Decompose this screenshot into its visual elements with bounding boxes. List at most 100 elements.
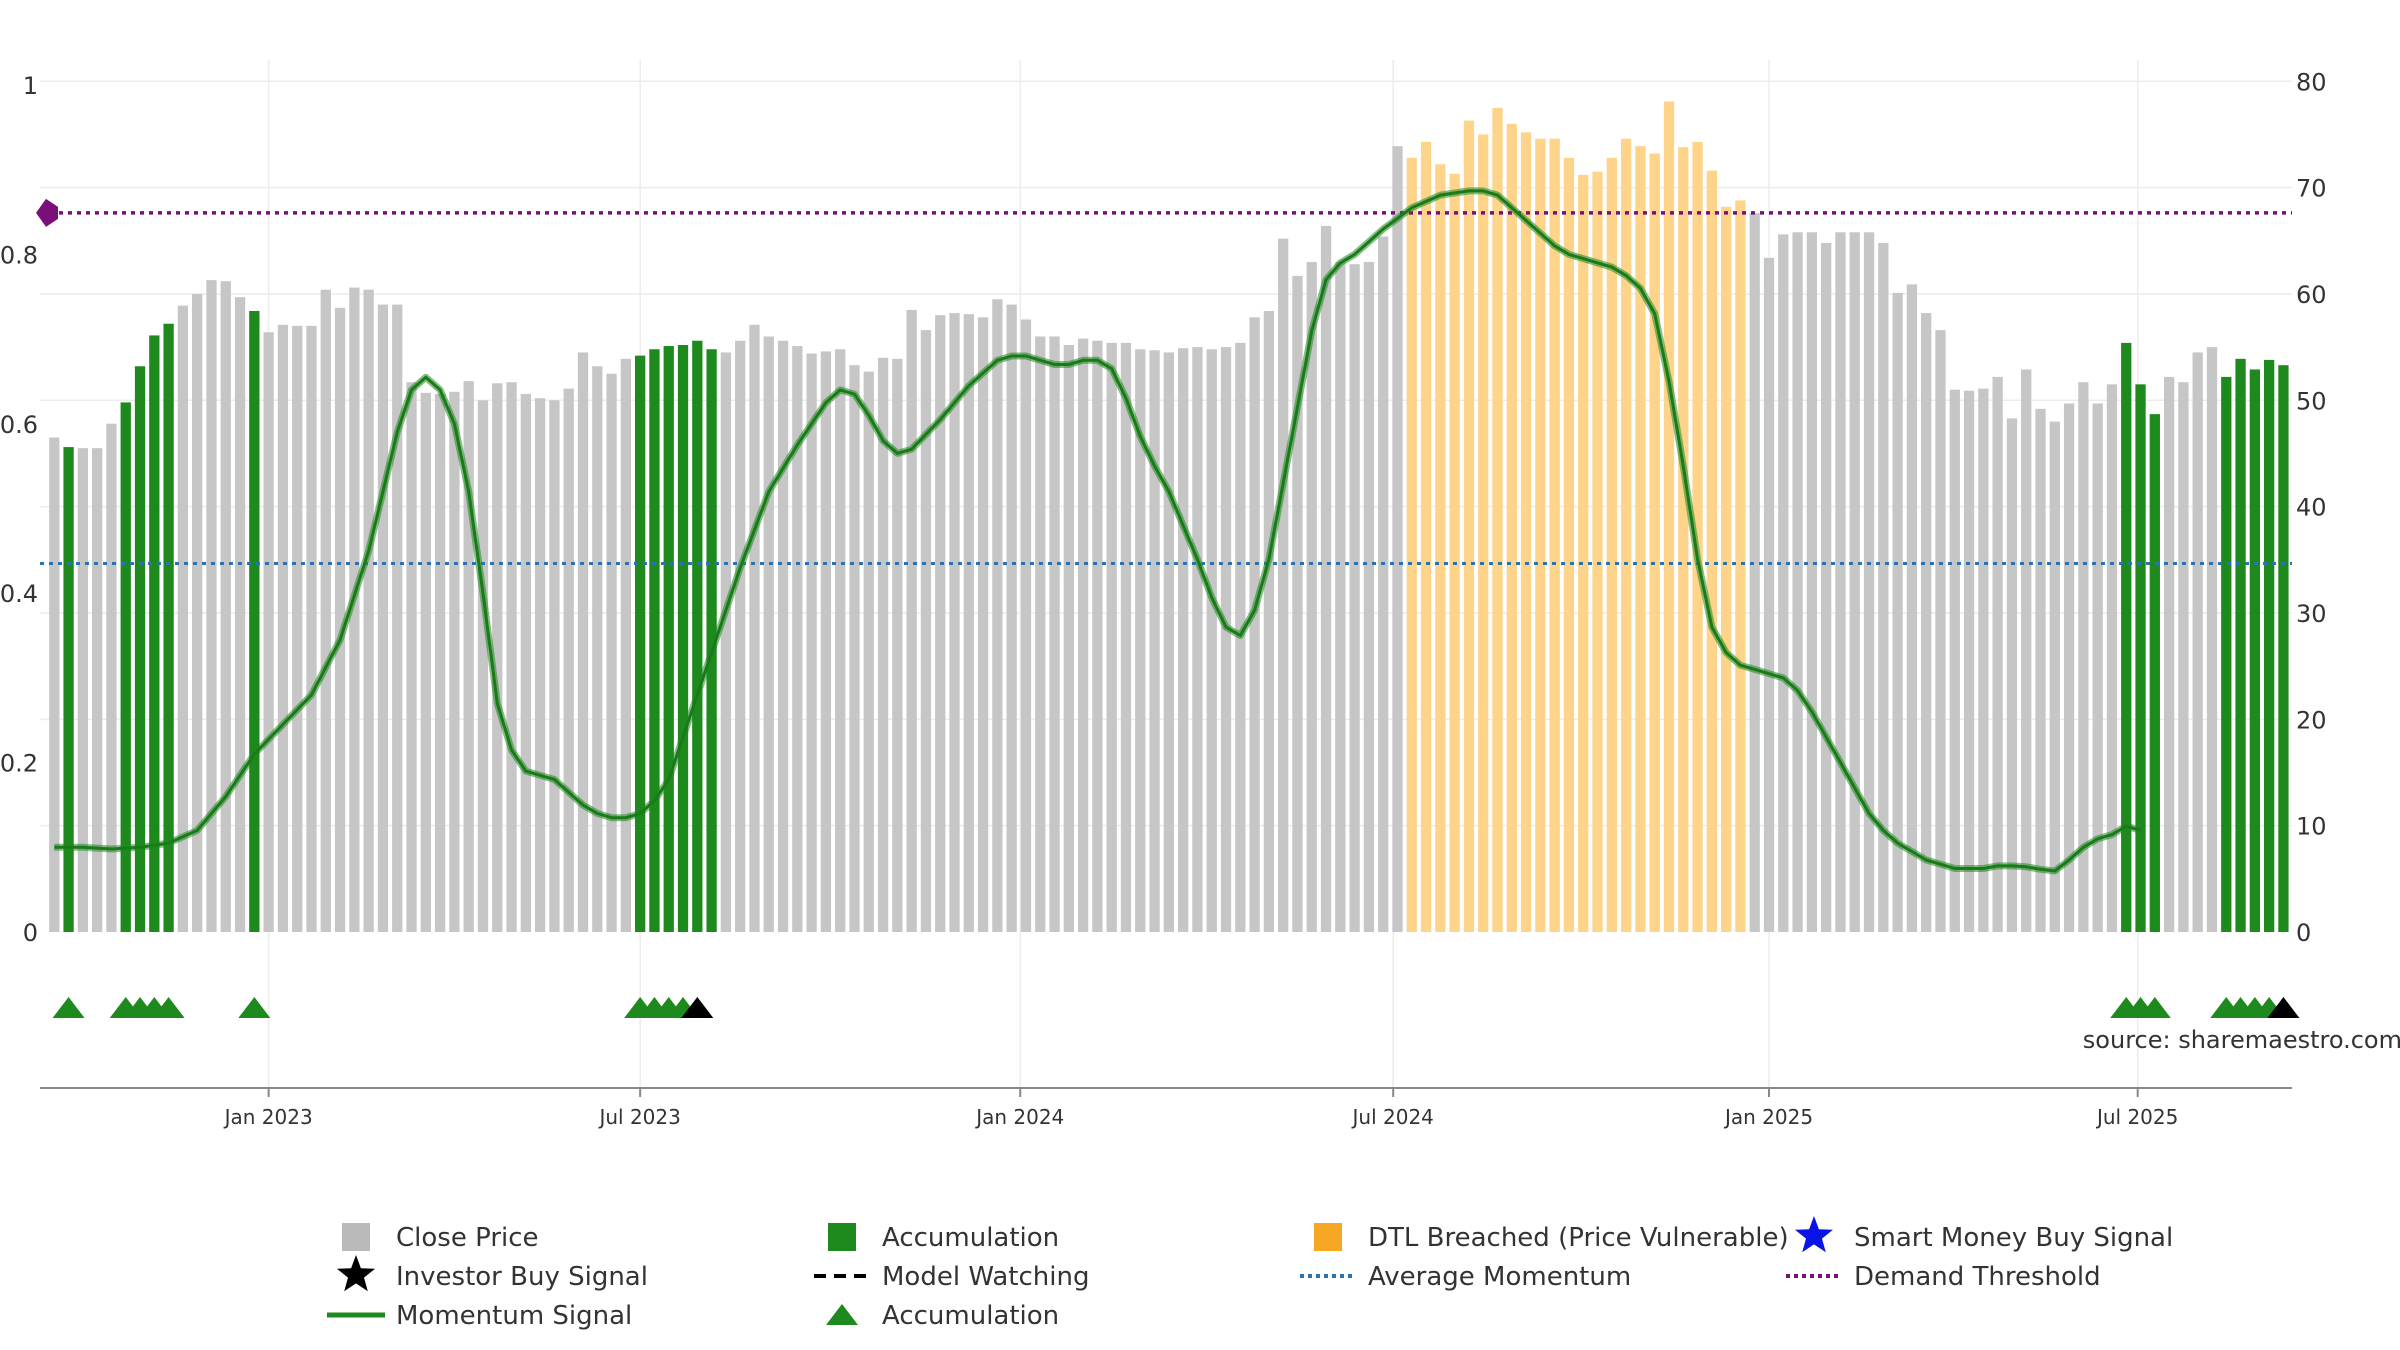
- dtl-bar: [1563, 157, 1575, 932]
- right-axis-tick: 60: [2296, 281, 2327, 309]
- price-bar: [377, 304, 389, 933]
- price-bar: [2206, 347, 2218, 932]
- price-bar: [2178, 382, 2189, 933]
- price-bar: [1992, 376, 2003, 932]
- dtl-bar: [1635, 146, 1646, 932]
- legend-item: Smart Money Buy Signal: [1795, 1216, 2173, 1253]
- left-axis-tick: 0.8: [0, 241, 38, 269]
- right-axis-tick: 0: [2296, 919, 2311, 947]
- investor-buy-marker: [2267, 997, 2300, 1018]
- dtl-bar: [1663, 101, 1675, 933]
- legend-item: Model Watching: [814, 1262, 1089, 1292]
- left-axis-tick: 0.6: [0, 411, 38, 439]
- price-bar: [1077, 338, 1089, 932]
- dtl-bar: [1592, 171, 1603, 932]
- price-bar: [906, 309, 917, 932]
- price-bar: [1821, 242, 1832, 932]
- dtl-bar: [1720, 206, 1732, 932]
- price-bar: [992, 299, 1003, 932]
- legend-swatch: [1314, 1223, 1342, 1251]
- price-bar: [1263, 310, 1275, 933]
- dtl-bar: [1435, 164, 1446, 933]
- x-axis-tick: Jul 2023: [597, 1105, 680, 1129]
- left-axis-tick: 0.2: [0, 750, 38, 778]
- legend-star-icon: [337, 1255, 375, 1292]
- price-bar: [434, 393, 446, 932]
- price-bar: [449, 391, 460, 932]
- price-bar: [1320, 225, 1332, 932]
- legend-label: Average Momentum: [1368, 1262, 1631, 1292]
- price-bar: [420, 392, 431, 933]
- price-bar: [2092, 403, 2103, 933]
- legend-item: Momentum Signal: [327, 1301, 632, 1331]
- legend-item: Accumulation: [828, 1223, 1059, 1253]
- price-bar: [106, 423, 117, 932]
- price-bar: [320, 289, 331, 932]
- price-bar: [2006, 418, 2018, 932]
- price-bar: [777, 340, 789, 932]
- price-bar: [534, 398, 546, 932]
- price-bar: [492, 383, 503, 932]
- price-bar: [577, 352, 589, 932]
- price-bar: [735, 340, 746, 932]
- accumulation-bar: [2235, 358, 2246, 932]
- price-bar: [1120, 342, 1132, 932]
- legend-star-icon: [1795, 1216, 1833, 1253]
- dtl-bar: [1535, 138, 1546, 932]
- legend-item: Close Price: [342, 1223, 539, 1253]
- price-bar: [806, 353, 817, 932]
- signal-markers: [52, 997, 2300, 1018]
- dtl-bar: [1406, 157, 1417, 932]
- accumulation-bar: [2149, 414, 2160, 932]
- price-bar: [1778, 234, 1789, 932]
- price-bar: [1306, 262, 1317, 932]
- source-label: source: sharemaestro.com: [2083, 1026, 2400, 1054]
- price-bar: [1378, 236, 1389, 932]
- accumulation-marker: [52, 997, 85, 1018]
- price-bar: [2049, 421, 2060, 932]
- price-bar: [406, 382, 417, 933]
- dtl-bar: [1606, 157, 1617, 932]
- price-bar: [2021, 369, 2032, 933]
- price-bar: [1220, 347, 1232, 932]
- price-bar: [463, 381, 474, 932]
- price-bar: [892, 358, 903, 932]
- price-bar: [1835, 232, 1846, 932]
- accumulation-bar: [692, 340, 703, 932]
- price-bar: [1849, 232, 1860, 932]
- price-bar: [1949, 389, 1960, 932]
- price-bar: [263, 332, 274, 933]
- legend-label: Momentum Signal: [396, 1301, 632, 1331]
- price-bar: [1178, 348, 1189, 932]
- right-axis-tick: 70: [2296, 175, 2327, 203]
- accumulation-marker: [2138, 997, 2171, 1018]
- price-bar: [334, 307, 346, 932]
- accumulation-bar: [663, 346, 674, 932]
- price-bar: [1749, 213, 1760, 932]
- price-bar: [935, 315, 946, 933]
- accumulation-bar: [706, 349, 717, 932]
- price-bar: [306, 325, 317, 933]
- legend: Close Price Accumulation DTL Breached (Pri…: [327, 1216, 2173, 1331]
- dtl-bar: [1578, 174, 1589, 933]
- right-axis-tick: 30: [2296, 600, 2327, 628]
- price-bar: [1921, 313, 1932, 933]
- legend-item: Accumulation: [826, 1301, 1059, 1331]
- legend-item: Demand Threshold: [1786, 1262, 2101, 1292]
- price-bar: [977, 317, 989, 933]
- legend-item: Average Momentum: [1300, 1262, 1631, 1292]
- right-axis-tick: 40: [2296, 494, 2327, 522]
- left-axis-tick: 0.4: [0, 580, 38, 608]
- dtl-bar: [1678, 147, 1689, 932]
- price-bar: [1106, 342, 1117, 932]
- price-bar: [606, 373, 617, 933]
- price-bar: [1892, 292, 1903, 932]
- legend-label: Accumulation: [882, 1223, 1059, 1253]
- price-bar: [1249, 317, 1260, 933]
- dtl-bar: [1706, 170, 1717, 933]
- price-bar: [1392, 146, 1403, 932]
- x-axis-tick: Jul 2025: [2095, 1105, 2178, 1129]
- dtl-bar: [1549, 138, 1560, 932]
- price-bar: [563, 388, 574, 933]
